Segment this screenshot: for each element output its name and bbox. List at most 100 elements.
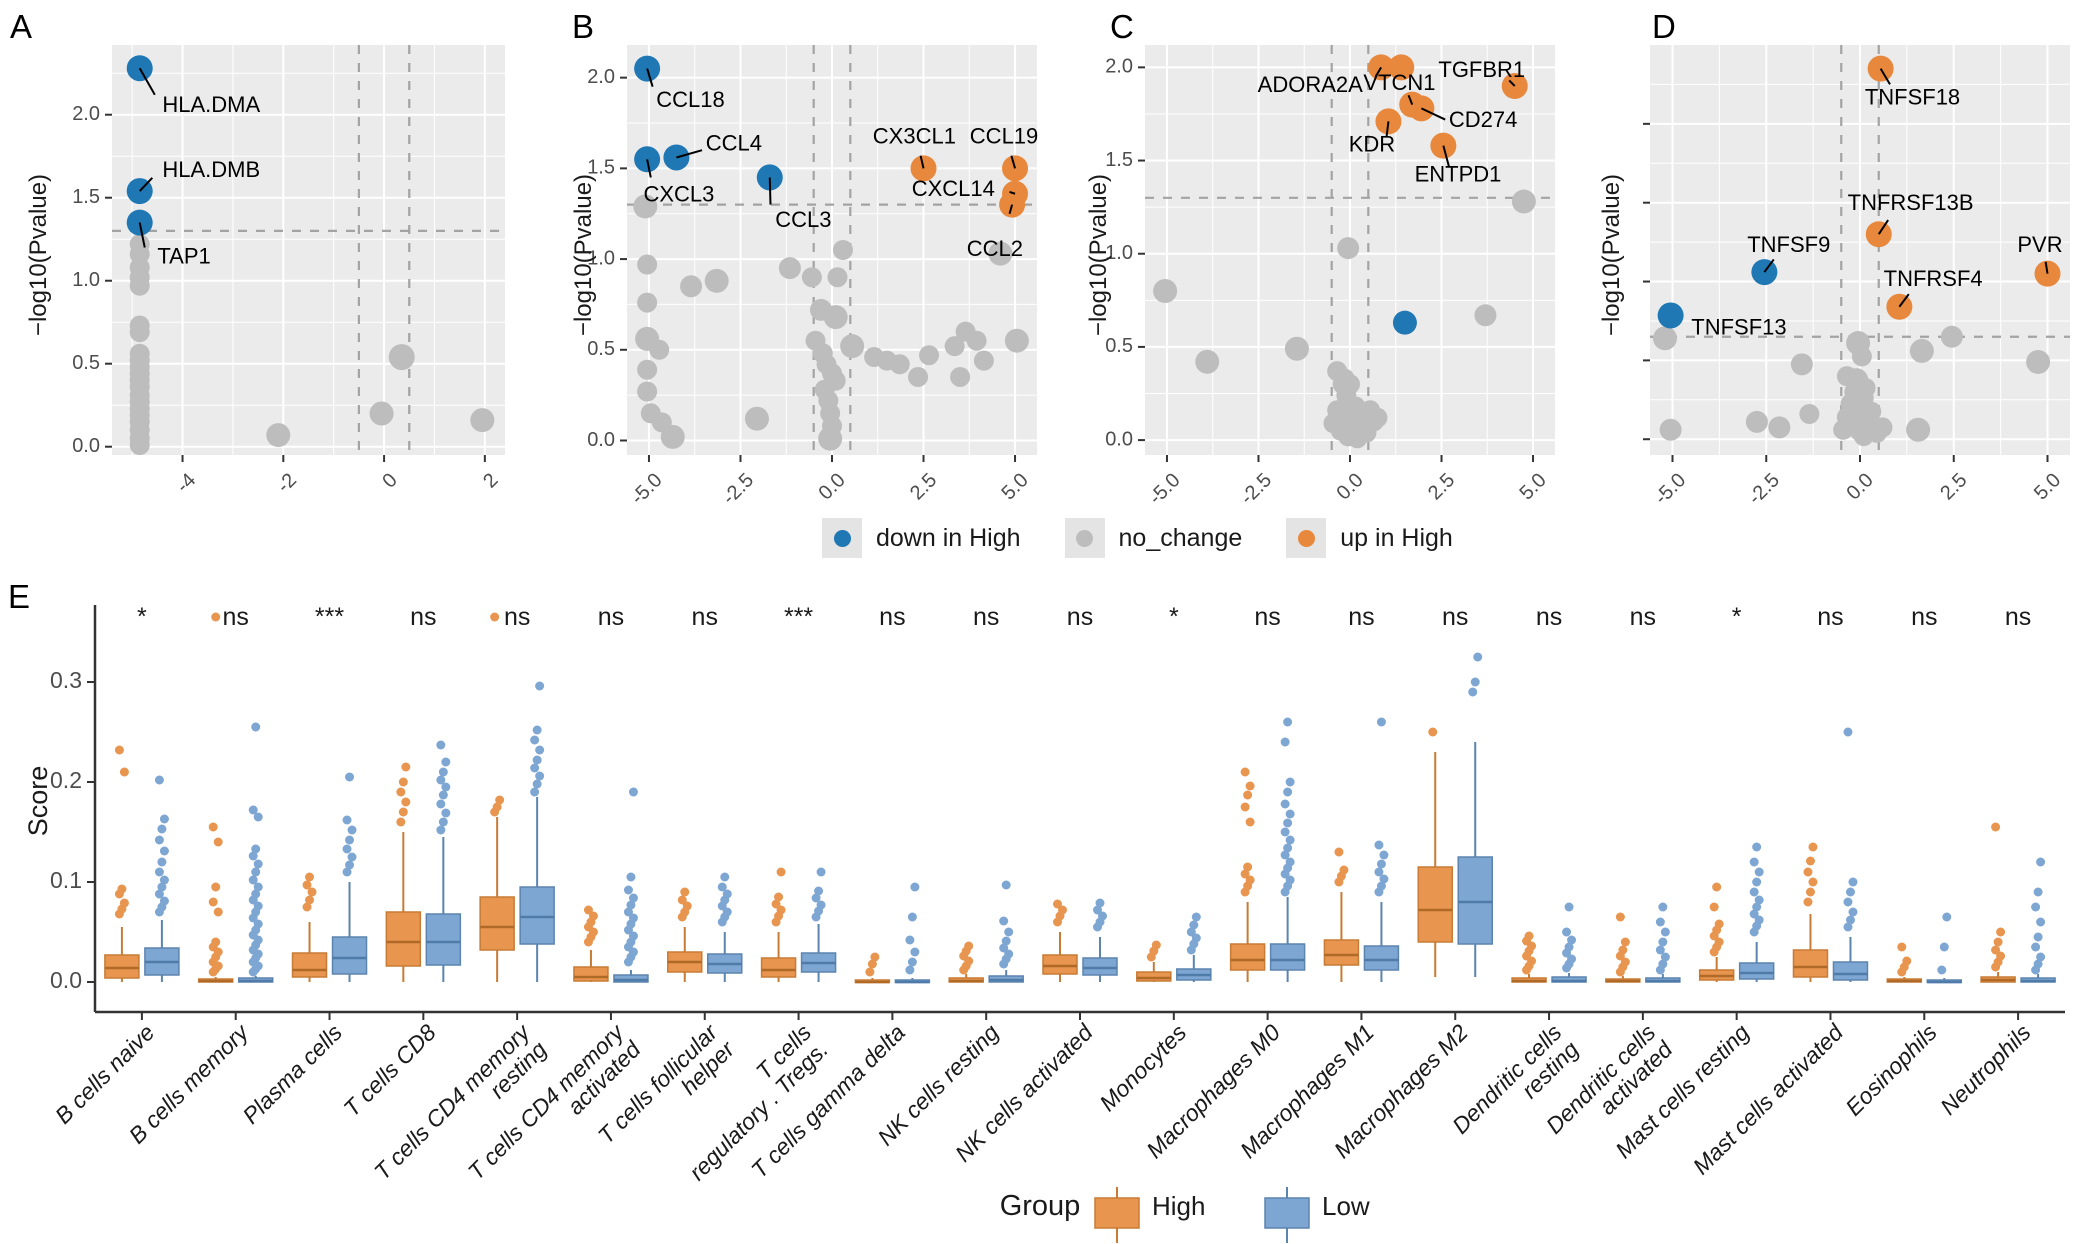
volcano-legend-item-1: no_change [1064, 518, 1242, 558]
bg-point [1872, 417, 1893, 438]
outlier-point [1848, 877, 1858, 887]
outlier-point [628, 893, 638, 903]
outlier-point [492, 802, 502, 812]
outlier-point [910, 882, 920, 892]
outlier-point [211, 937, 221, 947]
outlier-point [1058, 905, 1067, 915]
outlier-point [159, 814, 169, 824]
scatter-points [1653, 55, 2061, 447]
outlier-point [1808, 877, 1818, 887]
outlier-point [1283, 717, 1293, 727]
panel-label-b: B [572, 8, 595, 45]
gene-leader-line [1508, 79, 1516, 87]
outlier-point [213, 907, 223, 917]
gene-point-ADORA2A [1368, 54, 1395, 81]
outlier-point [628, 931, 638, 941]
outlier-point [771, 899, 781, 909]
x-tick-label: 0.0 [814, 469, 849, 504]
gene-label-TNFSF18: TNFSF18 [1865, 84, 1960, 109]
outlier-point [436, 740, 446, 750]
bg-point [889, 354, 910, 375]
volcano-panel-a: HLA.DMA HLA.DMB TAP1 0.0 0.5 1.0 1.5 2.0 -4 -2 0 2 [72, 45, 505, 497]
outlier-point [305, 872, 315, 882]
gene-leader-line [1898, 293, 1910, 308]
gene-leader-line [138, 177, 154, 192]
gene-leader-line [768, 177, 772, 205]
outlier-point [626, 900, 636, 910]
outlier-point [253, 919, 263, 929]
sig-marker: ns [504, 603, 530, 631]
legend-label: up in High [1340, 523, 1453, 552]
bg-point [950, 366, 971, 387]
gene-leader-line [646, 159, 652, 178]
box-low [1269, 943, 1306, 971]
outlier-point [1098, 911, 1107, 921]
outlier-point [490, 612, 500, 622]
outlier-point [1845, 887, 1855, 897]
x-tick-label: -5.0 [1650, 469, 1690, 509]
outlier-point [1805, 856, 1815, 866]
bg-point [827, 267, 848, 288]
gene-point-ENTPD1 [1430, 132, 1457, 159]
box-high [291, 952, 328, 978]
outlier-point [1655, 945, 1665, 955]
gene-leader-line [1009, 190, 1016, 195]
bg-point [1745, 410, 1768, 433]
bg-point [1334, 368, 1355, 389]
box-low [1457, 856, 1493, 945]
y-tick-label: 0.0 [1105, 428, 1133, 450]
outlier-point [1939, 942, 1949, 952]
outlier-point [396, 787, 406, 797]
gene-label-ADORA2A: ADORA2A [1258, 72, 1363, 97]
outlier-point [964, 941, 974, 951]
outlier-point [436, 799, 446, 809]
bg-point [1153, 279, 1178, 303]
bg-point [266, 423, 291, 448]
volcano-legend: down in High no_change up in High [822, 518, 1453, 558]
x-tick-label: 0 [378, 469, 401, 492]
outlier-point [530, 763, 540, 773]
outlier-point [1468, 687, 1478, 697]
volcano-legend-item-0: down in High [822, 518, 1021, 558]
outlier-point [1240, 767, 1250, 777]
outlier-point [1660, 927, 1670, 937]
gene-leader-line [1877, 219, 1889, 235]
bg-point [1195, 349, 1220, 374]
x-tick-label: 2.5 [906, 469, 941, 504]
outlier-point [441, 782, 451, 792]
gene-label-CCL19: CCL19 [970, 123, 1038, 148]
y-tick-label: 0.0 [587, 429, 615, 451]
outlier-point [1897, 942, 1907, 952]
outlier-point [251, 867, 261, 877]
outlier-point [157, 882, 167, 892]
outlier-point [401, 797, 411, 807]
outlier-point [588, 911, 598, 921]
outlier-point [342, 844, 352, 854]
legend-key-low [1264, 1197, 1310, 1229]
outlier-point [1808, 842, 1818, 852]
outlier-point [1189, 920, 1199, 930]
outlier-point [1991, 945, 2001, 955]
outlier-point [720, 872, 730, 882]
outlier-point [1843, 897, 1853, 907]
outlier-point [1283, 843, 1293, 853]
x-tick-label: -5.0 [627, 469, 667, 509]
outlier-point [208, 897, 218, 907]
bg-point [633, 194, 658, 219]
x-tick-label: -4 [172, 469, 200, 497]
outlier-point [495, 795, 505, 805]
bg-point [680, 275, 703, 298]
outlier-point [532, 779, 542, 789]
outlier-point [535, 681, 545, 691]
bg-point [988, 241, 1013, 266]
legend-dot-icon [1297, 529, 1315, 547]
bg-point [1474, 304, 1497, 327]
outlier-point [438, 790, 448, 800]
outlier-point [1803, 867, 1813, 877]
sig-marker: ns [879, 603, 905, 631]
sig-marker: ns [223, 603, 249, 631]
gene-point-CD274 [1408, 95, 1435, 122]
outlier-point [1567, 954, 1577, 964]
bg-point [1659, 418, 1682, 441]
outlier-point [441, 757, 451, 767]
